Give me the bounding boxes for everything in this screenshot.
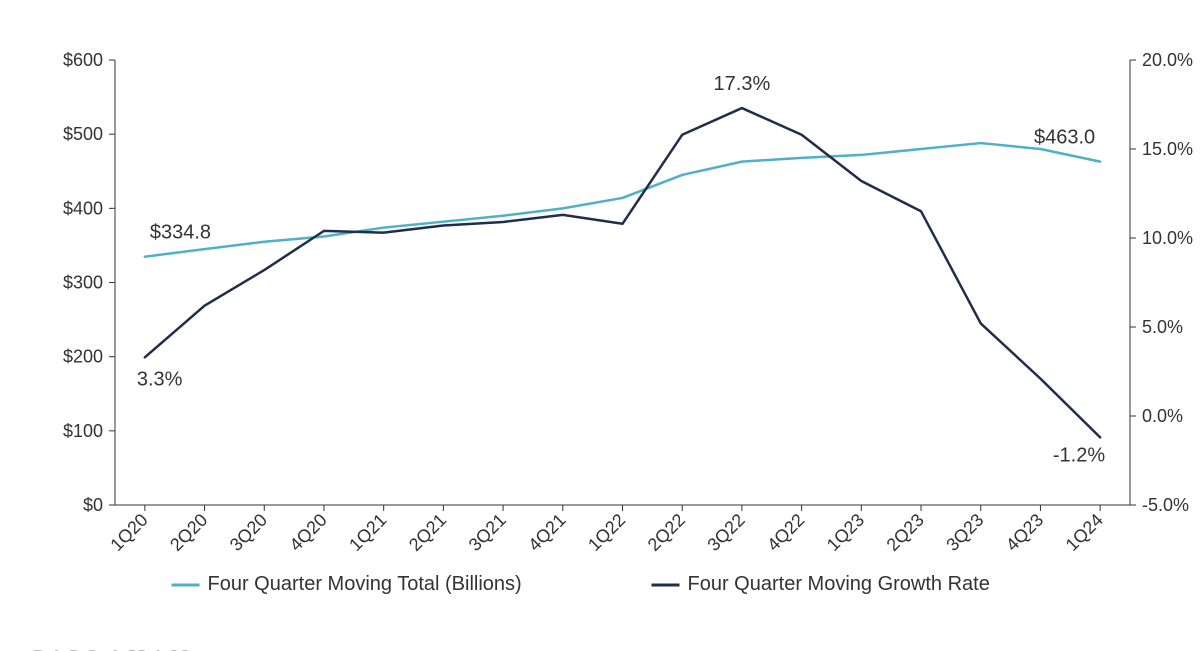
legend-swatch: [172, 584, 200, 587]
x-tick-label: 1Q22: [584, 510, 629, 555]
x-tick-label: 1Q23: [823, 510, 868, 555]
legend-swatch: [652, 584, 680, 587]
dual-axis-line-chart: $0 $100 $200 $300 $400 $500 $600 -5.0% 0.0% 5.0% 1…: [0, 0, 1200, 651]
x-tick-label: 2Q20: [166, 510, 211, 555]
x-tick-label: 2Q22: [644, 510, 689, 555]
brand-watermark: CALLAHAN & A S S O C I A T E S: [28, 610, 192, 651]
x-tick-label: 4Q23: [1002, 510, 1047, 555]
x-tick-label: 1Q21: [345, 510, 390, 555]
y-right-tick-label: 20.0%: [1142, 50, 1193, 70]
x-tick-label: 1Q20: [106, 510, 151, 555]
x-tick-label: 4Q20: [286, 510, 331, 555]
annotation-label: 3.3%: [137, 368, 183, 390]
series-line-moving_total: [145, 143, 1100, 257]
y-left-tick-label: $100: [63, 421, 103, 441]
y-right-tick-label: 5.0%: [1142, 317, 1183, 337]
x-tick-label: 1Q24: [1062, 510, 1107, 555]
chart-container: $0 $100 $200 $300 $400 $500 $600 -5.0% 0.0% 5.0% 1…: [0, 0, 1200, 651]
legend-label: Four Quarter Moving Growth Rate: [688, 573, 990, 595]
annotation-label: $463.0: [1034, 127, 1095, 149]
x-tick-label: 4Q21: [524, 510, 569, 555]
y-right-tick-label: -5.0%: [1142, 495, 1189, 515]
y-left-tick-label: $500: [63, 124, 103, 144]
y-left-tick-label: $0: [83, 495, 103, 515]
x-tick-label: 3Q23: [942, 510, 987, 555]
y-right-tick-label: 10.0%: [1142, 228, 1193, 248]
x-tick-label: 2Q23: [883, 510, 928, 555]
x-tick-label: 3Q22: [703, 510, 748, 555]
y-left-tick-label: $400: [63, 198, 103, 218]
y-left-tick-label: $200: [63, 347, 103, 367]
watermark-line1: CALLAHAN: [28, 646, 192, 651]
annotation-label: 17.3%: [714, 73, 771, 95]
x-tick-label: 3Q21: [465, 510, 510, 555]
x-tick-label: 2Q21: [405, 510, 450, 555]
y-left-tick-label: $600: [63, 50, 103, 70]
legend-label: Four Quarter Moving Total (Billions): [208, 573, 522, 595]
x-tick-label: 4Q22: [763, 510, 808, 555]
annotation-label: -1.2%: [1053, 444, 1105, 466]
annotation-label: $334.8: [150, 222, 211, 244]
series-line-growth_rate: [145, 108, 1100, 437]
y-right-tick-label: 0.0%: [1142, 406, 1183, 426]
x-tick-label: 3Q20: [226, 510, 271, 555]
y-left-tick-label: $300: [63, 273, 103, 293]
y-right-tick-label: 15.0%: [1142, 139, 1193, 159]
